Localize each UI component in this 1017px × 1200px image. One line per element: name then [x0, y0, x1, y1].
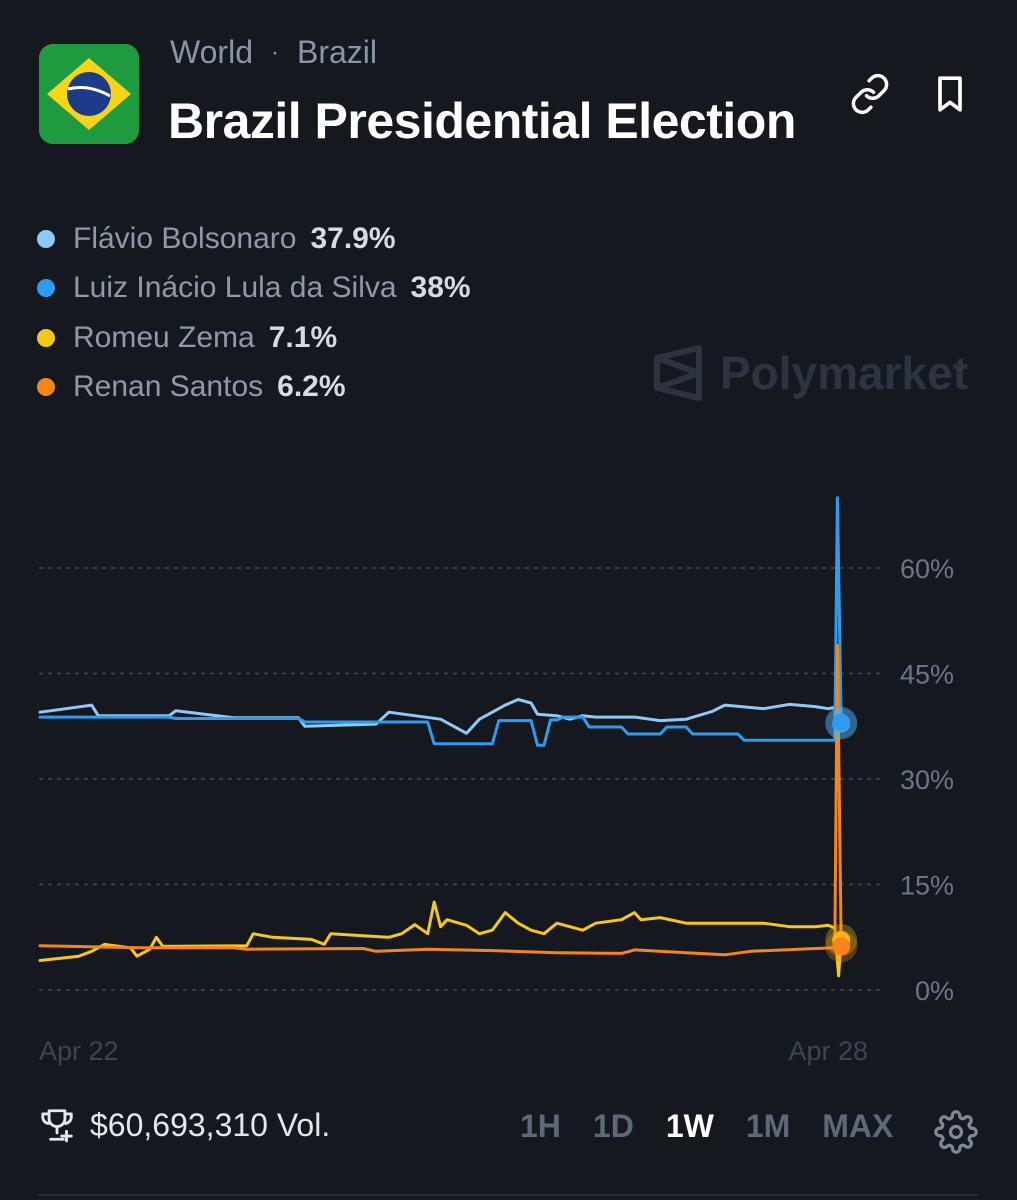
y-tick-label: 60%: [900, 554, 954, 584]
legend-dot: [37, 378, 55, 397]
brazil-flag-icon: [39, 44, 139, 144]
legend-value: 7.1%: [268, 320, 338, 354]
series-line-2: [38, 900, 843, 978]
x-tick-label: Apr 22: [39, 1036, 119, 1066]
trophy-icon: [41, 1109, 73, 1143]
legend-dot: [37, 279, 55, 298]
range-1h-button[interactable]: 1H: [520, 1108, 561, 1144]
chart-settings-button[interactable]: [932, 1108, 980, 1156]
series-line-0: [38, 698, 843, 735]
x-tick-label: Apr 28: [789, 1036, 869, 1066]
legend-item: Flávio Bolsonaro 37.9%: [37, 214, 471, 264]
time-range-selector: 1H 1D 1W 1M MAX: [520, 1108, 893, 1145]
link-icon: [851, 73, 889, 115]
polymarket-logo-icon: [654, 345, 702, 401]
legend-value: 38%: [410, 271, 471, 305]
series-line-1: [38, 496, 843, 747]
legend-item: Luiz Inácio Lula da Silva 38%: [37, 264, 471, 314]
legend-name: Romeu Zema: [73, 320, 255, 354]
legend-value: 37.9%: [310, 221, 396, 255]
price-history-chart[interactable]: 60% 45% 30% 15% 0% Apr 22 Apr 28: [0, 470, 1017, 1070]
volume-display: $60,693,310 Vol.: [38, 1106, 330, 1144]
range-max-button[interactable]: MAX: [822, 1108, 894, 1144]
breadcrumb: World · Brazil: [170, 34, 377, 71]
y-tick-label: 15%: [900, 871, 954, 901]
gear-icon: [934, 1110, 978, 1154]
range-1m-button[interactable]: 1M: [745, 1108, 791, 1144]
watermark-text: Polymarket: [720, 347, 969, 399]
legend-dot: [37, 328, 55, 347]
legend-name: Renan Santos: [73, 370, 264, 404]
legend-value: 6.2%: [277, 370, 346, 404]
series-end-point: [832, 937, 851, 956]
breadcrumb-subcategory[interactable]: Brazil: [296, 34, 377, 70]
legend-name: Luiz Inácio Lula da Silva: [73, 271, 397, 305]
legend-name: Flávio Bolsonaro: [73, 221, 297, 255]
legend-dot: [37, 229, 55, 248]
polymarket-watermark: Polymarket: [652, 344, 968, 402]
legend-item: Romeu Zema 7.1%: [37, 313, 471, 363]
series-end-point: [832, 713, 851, 732]
chart-legend: Flávio Bolsonaro 37.9% Luiz Inácio Lula …: [37, 214, 471, 412]
volume-text: $60,693,310 Vol.: [90, 1106, 331, 1143]
breadcrumb-separator: ·: [270, 38, 279, 66]
range-1d-button[interactable]: 1D: [592, 1108, 634, 1144]
bookmark-icon: [938, 76, 962, 112]
y-tick-label: 30%: [900, 765, 954, 795]
divider: [38, 1194, 978, 1196]
legend-item: Renan Santos 6.2%: [37, 363, 471, 413]
breadcrumb-category[interactable]: World: [170, 34, 253, 70]
bookmark-button[interactable]: [926, 70, 974, 118]
y-tick-label: 0%: [915, 976, 954, 1006]
page-title: Brazil Presidential Election: [168, 93, 796, 149]
series-line-3: [38, 643, 843, 957]
link-button[interactable]: [846, 70, 894, 118]
y-tick-label: 45%: [900, 660, 954, 690]
range-1w-button[interactable]: 1W: [665, 1108, 714, 1144]
